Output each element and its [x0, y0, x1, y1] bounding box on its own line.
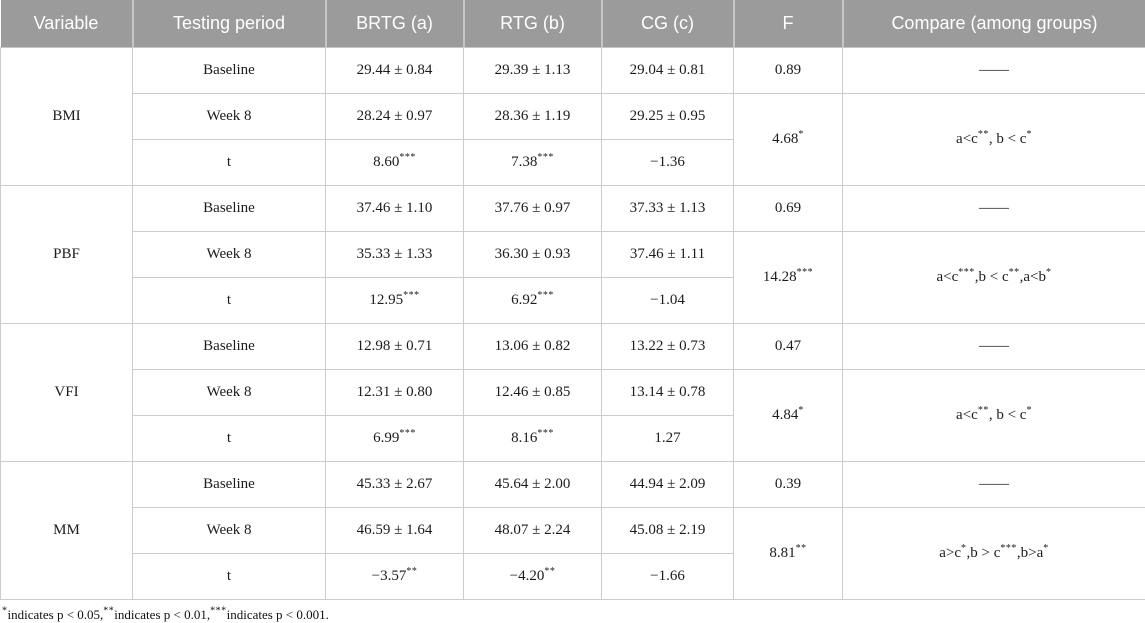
- rtg-value-cell: 7.38***: [464, 140, 602, 186]
- cg-value-cell: 37.46 ± 1.11: [602, 232, 734, 278]
- column-header-rtg: RTG (b): [464, 0, 602, 48]
- variable-cell: PBF: [1, 186, 133, 324]
- compare-cell: a<c**, b < c*: [843, 94, 1145, 186]
- testing-period-cell: t: [133, 416, 326, 462]
- brtg-value-cell: −3.57**: [326, 554, 464, 600]
- variable-cell: VFI: [1, 324, 133, 462]
- brtg-value-cell: 37.46 ± 1.10: [326, 186, 464, 232]
- cg-value-cell: 13.22 ± 0.73: [602, 324, 734, 370]
- testing-period-cell: Week 8: [133, 370, 326, 416]
- brtg-value-cell: 6.99***: [326, 416, 464, 462]
- column-header-f: F: [734, 0, 843, 48]
- rtg-value-cell: −4.20**: [464, 554, 602, 600]
- cg-value-cell: 45.08 ± 2.19: [602, 508, 734, 554]
- f-value-cell: 0.69: [734, 186, 843, 232]
- header-row: Variable Testing period BRTG (a) RTG (b)…: [1, 0, 1145, 48]
- compare-cell: a>c*,b > c***,b>a*: [843, 508, 1145, 600]
- brtg-value-cell: 12.31 ± 0.80: [326, 370, 464, 416]
- column-header-compare: Compare (among groups): [843, 0, 1145, 48]
- f-value-cell: 4.84*: [734, 370, 843, 462]
- variable-cell: MM: [1, 462, 133, 600]
- cg-value-cell: 37.33 ± 1.13: [602, 186, 734, 232]
- column-header-variable: Variable: [1, 0, 133, 48]
- compare-cell: a<c***,b < c**,a<b*: [843, 232, 1145, 324]
- cg-value-cell: −1.36: [602, 140, 734, 186]
- testing-period-cell: Baseline: [133, 324, 326, 370]
- testing-period-cell: Baseline: [133, 48, 326, 94]
- testing-period-cell: Baseline: [133, 186, 326, 232]
- compare-cell: ——: [843, 462, 1145, 508]
- cg-value-cell: 29.04 ± 0.81: [602, 48, 734, 94]
- f-value-cell: 0.47: [734, 324, 843, 370]
- variable-cell: BMI: [1, 48, 133, 186]
- cg-value-cell: 1.27: [602, 416, 734, 462]
- brtg-value-cell: 35.33 ± 1.33: [326, 232, 464, 278]
- testing-period-cell: t: [133, 278, 326, 324]
- cg-value-cell: 44.94 ± 2.09: [602, 462, 734, 508]
- rtg-value-cell: 13.06 ± 0.82: [464, 324, 602, 370]
- testing-period-cell: Baseline: [133, 462, 326, 508]
- cg-value-cell: 29.25 ± 0.95: [602, 94, 734, 140]
- rtg-value-cell: 8.16***: [464, 416, 602, 462]
- column-header-brtg: BRTG (a): [326, 0, 464, 48]
- brtg-value-cell: 12.98 ± 0.71: [326, 324, 464, 370]
- brtg-value-cell: 28.24 ± 0.97: [326, 94, 464, 140]
- brtg-value-cell: 45.33 ± 2.67: [326, 462, 464, 508]
- rtg-value-cell: 12.46 ± 0.85: [464, 370, 602, 416]
- results-table: Variable Testing period BRTG (a) RTG (b)…: [0, 0, 1145, 600]
- compare-cell: ——: [843, 324, 1145, 370]
- rtg-value-cell: 6.92***: [464, 278, 602, 324]
- compare-cell: a<c**, b < c*: [843, 370, 1145, 462]
- testing-period-cell: Week 8: [133, 232, 326, 278]
- testing-period-cell: Week 8: [133, 94, 326, 140]
- column-header-cg: CG (c): [602, 0, 734, 48]
- f-value-cell: 0.39: [734, 462, 843, 508]
- rtg-value-cell: 36.30 ± 0.93: [464, 232, 602, 278]
- compare-cell: ——: [843, 186, 1145, 232]
- cg-value-cell: 13.14 ± 0.78: [602, 370, 734, 416]
- cg-value-cell: −1.04: [602, 278, 734, 324]
- f-value-cell: 0.89: [734, 48, 843, 94]
- f-value-cell: 4.68*: [734, 94, 843, 186]
- testing-period-cell: Week 8: [133, 508, 326, 554]
- testing-period-cell: t: [133, 140, 326, 186]
- f-value-cell: 14.28***: [734, 232, 843, 324]
- cg-value-cell: −1.66: [602, 554, 734, 600]
- f-value-cell: 8.81**: [734, 508, 843, 600]
- compare-cell: ——: [843, 48, 1145, 94]
- rtg-value-cell: 29.39 ± 1.13: [464, 48, 602, 94]
- rtg-value-cell: 28.36 ± 1.19: [464, 94, 602, 140]
- brtg-value-cell: 12.95***: [326, 278, 464, 324]
- testing-period-cell: t: [133, 554, 326, 600]
- brtg-value-cell: 29.44 ± 0.84: [326, 48, 464, 94]
- rtg-value-cell: 45.64 ± 2.00: [464, 462, 602, 508]
- column-header-testing-period: Testing period: [133, 0, 326, 48]
- rtg-value-cell: 37.76 ± 0.97: [464, 186, 602, 232]
- rtg-value-cell: 48.07 ± 2.24: [464, 508, 602, 554]
- brtg-value-cell: 46.59 ± 1.64: [326, 508, 464, 554]
- brtg-value-cell: 8.60***: [326, 140, 464, 186]
